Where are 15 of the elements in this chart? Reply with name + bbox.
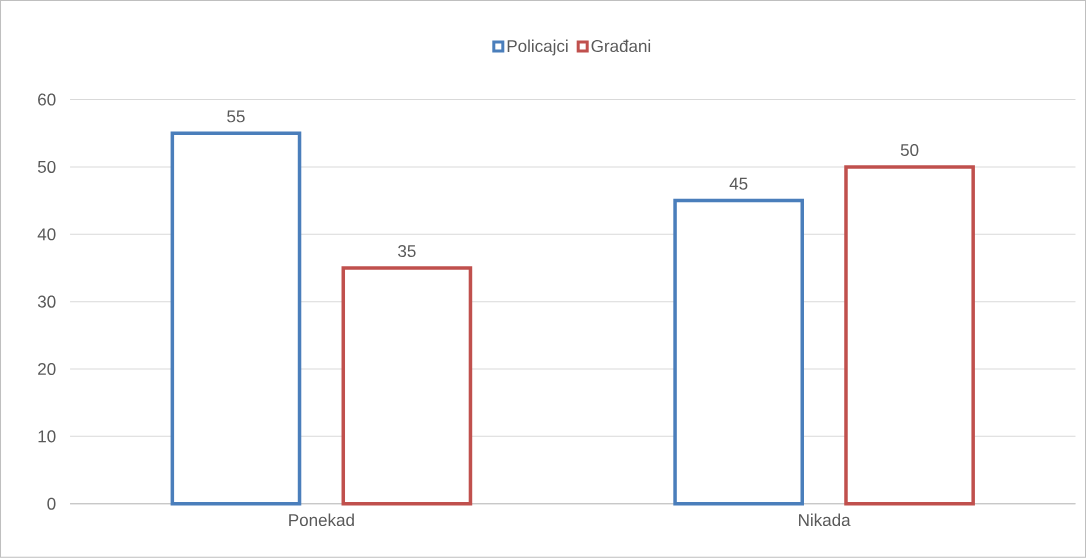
- y-tick-label: 40: [37, 228, 56, 241]
- x-tick-label: Ponekad: [289, 513, 354, 527]
- data-label: 55: [227, 110, 245, 123]
- data-label: 50: [900, 144, 919, 157]
- y-tick-label: 30: [37, 295, 56, 308]
- legend-label: Građani: [591, 39, 651, 53]
- y-tick-label: 50: [37, 161, 56, 174]
- data-label: 45: [729, 177, 748, 190]
- y-tick-label: 0: [47, 497, 56, 510]
- legend-label: Policajci: [507, 39, 568, 56]
- y-tick-label: 60: [38, 93, 56, 106]
- y-tick-label: 10: [38, 430, 56, 443]
- x-tick-label: Nikada: [799, 513, 851, 527]
- y-tick-label: 20: [38, 363, 56, 376]
- data-label: 35: [398, 245, 416, 258]
